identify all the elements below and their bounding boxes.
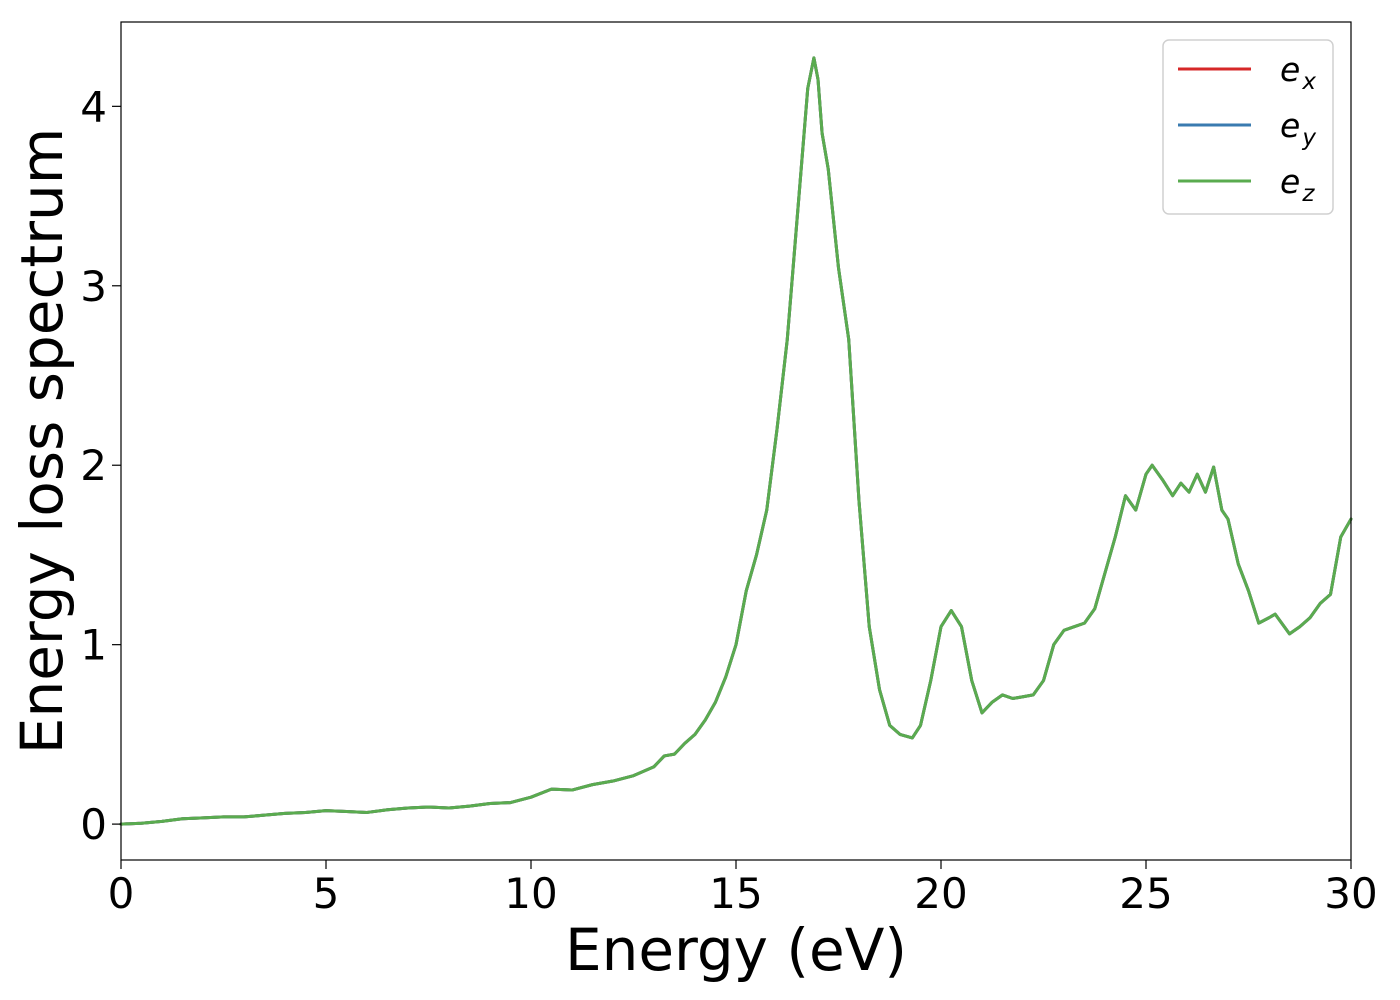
y-tick-label: 0 — [80, 800, 107, 849]
y-tick-label: 1 — [80, 621, 107, 670]
x-tick-label: 10 — [504, 869, 557, 918]
x-tick-label: 0 — [108, 869, 135, 918]
series-line-z — [119, 56, 1353, 826]
x-tick-label: 20 — [914, 869, 967, 918]
x-axis-title: Energy (eV) — [565, 916, 907, 984]
y-tick-label: 3 — [80, 262, 107, 311]
legend-box — [1162, 39, 1334, 215]
x-tick-label: 5 — [313, 869, 340, 918]
x-tick-label: 25 — [1119, 869, 1172, 918]
y-axis: 0 1 2 3 4 — [80, 82, 121, 849]
x-tick-label: 15 — [709, 869, 762, 918]
x-tick-label: 30 — [1324, 869, 1377, 918]
legend-label-x: ex — [1280, 50, 1316, 95]
plot-lines — [119, 56, 1353, 826]
y-tick-label: 2 — [80, 441, 107, 490]
y-tick-label: 4 — [80, 82, 107, 131]
y-axis-title: Energy loss spectrum — [8, 128, 76, 754]
legend-label-y: ey — [1280, 106, 1316, 151]
x-axis: 0 5 10 15 20 25 30 — [108, 860, 1378, 918]
